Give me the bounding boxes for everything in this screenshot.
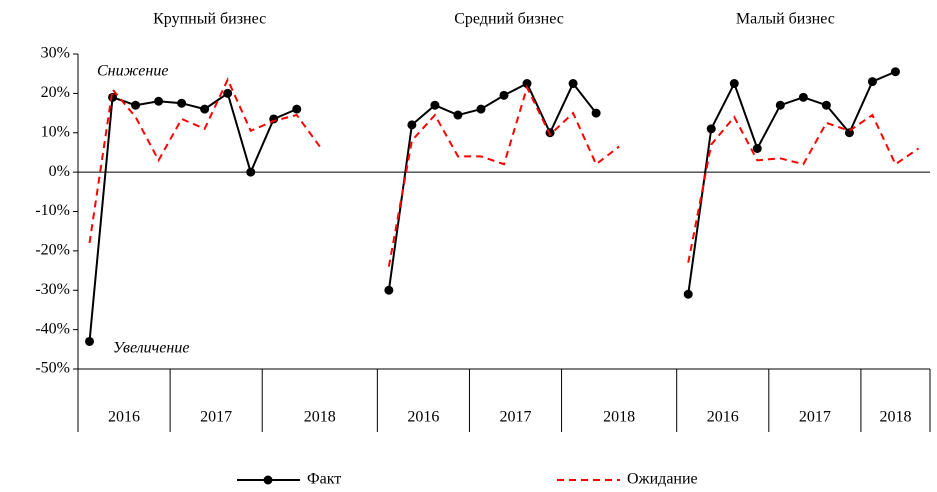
point	[729, 79, 739, 89]
point	[706, 124, 716, 134]
point	[384, 285, 394, 295]
year-label: 2018	[879, 409, 911, 426]
legend-marker	[263, 475, 273, 485]
point	[890, 67, 900, 77]
y-tick-label: -50%	[35, 360, 70, 377]
point	[85, 336, 95, 346]
y-tick-label: 30%	[41, 45, 70, 62]
panel-title: Крупный бизнес	[153, 11, 266, 28]
year-label: 2016	[707, 409, 739, 426]
point	[154, 96, 164, 106]
series-line	[88, 70, 896, 342]
point	[453, 110, 463, 120]
y-tick-label: -40%	[35, 320, 70, 337]
annotation: Увеличение	[113, 340, 189, 357]
point	[775, 100, 785, 110]
year-label: 2018	[603, 409, 635, 426]
point	[591, 108, 601, 118]
legend-label: Ожидание	[627, 471, 698, 488]
point	[246, 167, 256, 177]
series-line	[88, 77, 920, 267]
point	[131, 100, 141, 110]
point	[407, 120, 417, 130]
year-label: 2018	[304, 409, 336, 426]
point	[821, 100, 831, 110]
year-label: 2017	[799, 409, 831, 426]
point	[200, 104, 210, 114]
y-tick-label: 10%	[41, 123, 70, 140]
year-label: 2017	[200, 409, 232, 426]
y-tick-label: -30%	[35, 281, 70, 298]
y-tick-label: 20%	[41, 84, 70, 101]
point	[476, 104, 486, 114]
panel-title: Средний бизнес	[454, 11, 564, 28]
point	[292, 104, 302, 114]
y-tick-label: 0%	[49, 163, 70, 180]
point	[867, 77, 877, 87]
year-label: 2016	[407, 409, 439, 426]
point	[683, 289, 693, 299]
point	[499, 90, 509, 100]
point	[430, 100, 440, 110]
year-label: 2016	[108, 409, 140, 426]
annotation: Снижение	[97, 63, 168, 80]
legend-label: Факт	[307, 471, 341, 488]
point	[844, 128, 854, 138]
y-tick-label: -10%	[35, 202, 70, 219]
point	[522, 79, 532, 89]
point	[223, 88, 233, 98]
point	[568, 79, 578, 89]
year-label: 2017	[500, 409, 532, 426]
point	[752, 144, 762, 153]
panel-title: Малый бизнес	[736, 11, 835, 28]
point	[177, 98, 187, 108]
y-tick-label: -20%	[35, 242, 70, 259]
point	[798, 92, 808, 102]
